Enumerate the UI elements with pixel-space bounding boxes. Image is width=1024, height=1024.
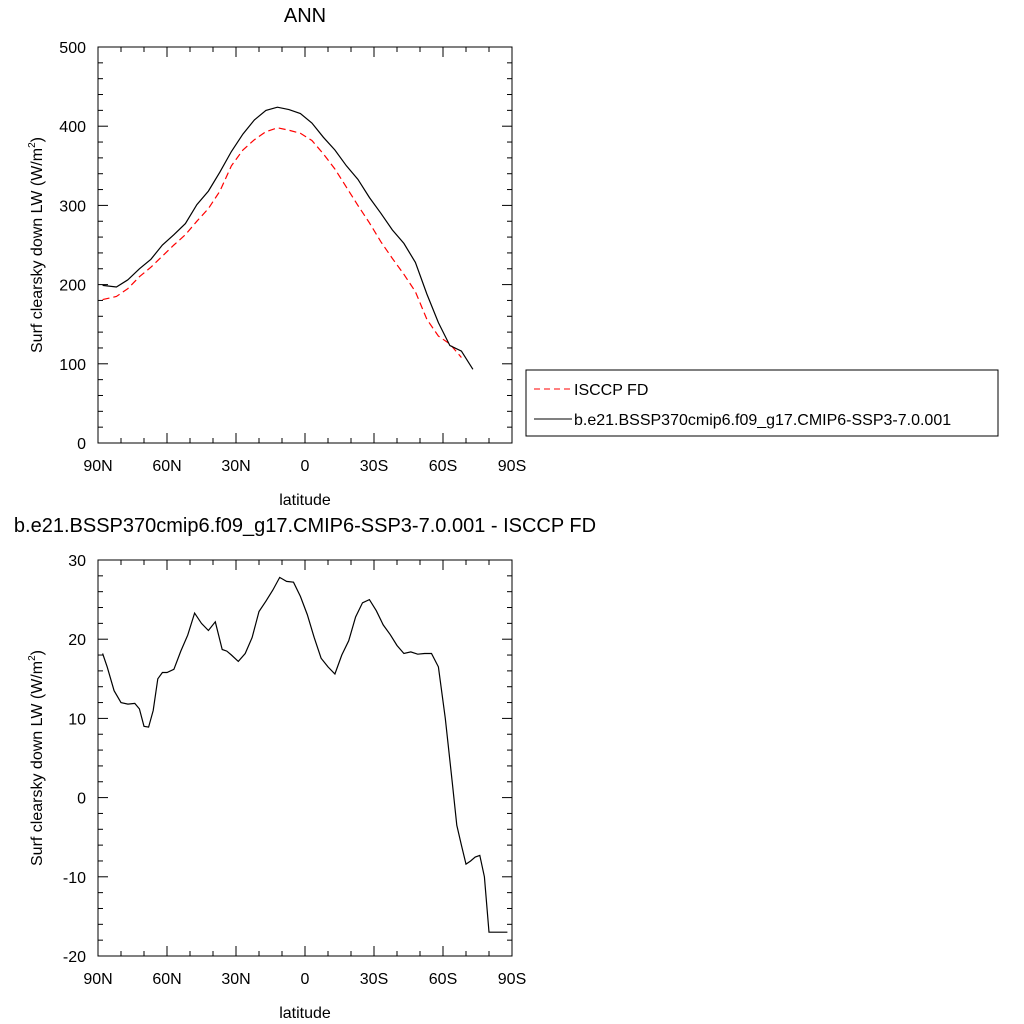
bottom-chart-x-tick-label: 30S <box>360 971 388 988</box>
bottom-chart-x-tick-label: 30N <box>221 971 250 988</box>
top-chart-series <box>102 106 474 370</box>
bottom-chart-y-axis-title-suffix: ) <box>29 650 46 655</box>
top-chart-y-axis-title-suffix: ) <box>29 137 46 142</box>
top-chart-x-tick-label: 30S <box>360 458 388 475</box>
top-chart-ticks: 90N 60N 30N 0 30S 60S 90S 0 100 200 300 400 500 <box>59 40 526 475</box>
top-chart-series-line-1 <box>102 106 474 370</box>
bottom-chart-series-line-0 <box>102 576 508 933</box>
top-chart-x-tick-label: 60S <box>429 458 457 475</box>
bottom-chart-x-tick-label: 60S <box>429 971 457 988</box>
top-chart-y-tick-label: 400 <box>59 119 86 136</box>
bottom-chart-y-tick-label: 10 <box>68 711 86 728</box>
top-chart-title: ANN <box>284 5 326 27</box>
top-chart-y-tick-label: 500 <box>59 40 86 57</box>
bottom-chart-y-tick-label: -20 <box>63 949 86 966</box>
top-chart-x-tick-label: 0 <box>301 458 310 475</box>
top-chart-y-axis-title-text: Surf clearsky down LW (W/m <box>29 148 46 353</box>
top-chart-y-tick-label: 0 <box>77 436 86 453</box>
top-chart-x-tick-label: 30N <box>221 458 250 475</box>
top-chart-y-axis-title-sup: 2 <box>27 142 38 148</box>
top-chart-frame <box>97 46 513 444</box>
bottom-chart-x-tick-label: 90N <box>83 971 112 988</box>
legend-box <box>525 369 999 437</box>
bottom-chart-x-axis-title: latitude <box>279 1005 331 1022</box>
bottom-chart-frame <box>97 559 513 957</box>
bottom-chart-x-tick-label: 60N <box>152 971 181 988</box>
bottom-chart-ticks: 90N 60N 30N 0 30S 60S 90S -20 -10 0 10 20 30 <box>63 553 526 988</box>
top-chart-x-tick-label: 90S <box>498 458 526 475</box>
top-chart-y-axis-title: Surf clearsky down LW (W/m2) <box>27 137 46 353</box>
top-chart-y-tick-label: 300 <box>59 198 86 215</box>
top-chart-x-axis-title: latitude <box>279 492 331 509</box>
bottom-chart-y-tick-label: 20 <box>68 632 86 649</box>
legend-label-model: b.e21.BSSP370cmip6.f09_g17.CMIP6-SSP3-7.… <box>574 412 951 429</box>
top-chart-y-tick-label: 100 <box>59 357 86 374</box>
bottom-chart-x-tick-label: 90S <box>498 971 526 988</box>
bottom-chart: b.e21.BSSP370cmip6.f09_g17.CMIP6-SSP3-7.… <box>14 515 596 1022</box>
top-chart-series-line-0 <box>102 127 462 358</box>
bottom-chart-y-tick-label: 30 <box>68 553 86 570</box>
legend: ISCCP FD b.e21.BSSP370cmip6.f09_g17.CMIP… <box>525 369 999 437</box>
top-chart-x-tick-label: 90N <box>83 458 112 475</box>
top-chart-y-tick-label: 200 <box>59 278 86 295</box>
bottom-chart-x-tick-label: 0 <box>301 971 310 988</box>
bottom-chart-y-axis-title: Surf clearsky down LW (W/m2) <box>27 650 46 866</box>
bottom-chart-y-tick-label: 0 <box>77 791 86 808</box>
top-chart-x-tick-label: 60N <box>152 458 181 475</box>
bottom-chart-minor-ticks <box>98 560 512 956</box>
top-chart-minor-ticks <box>98 47 512 443</box>
top-chart: ANN 90N 60N 30N 0 30S 60S 90S0100200300400500 … <box>27 5 526 509</box>
bottom-chart-series <box>102 576 508 933</box>
bottom-chart-y-tick-label: -10 <box>63 870 86 887</box>
legend-label-isccp: ISCCP FD <box>574 382 648 399</box>
bottom-chart-title: b.e21.BSSP370cmip6.f09_g17.CMIP6-SSP3-7.… <box>14 515 596 537</box>
bottom-chart-y-axis-title-sup: 2 <box>27 655 38 661</box>
bottom-chart-y-axis-title-text: Surf clearsky down LW (W/m <box>29 661 46 866</box>
